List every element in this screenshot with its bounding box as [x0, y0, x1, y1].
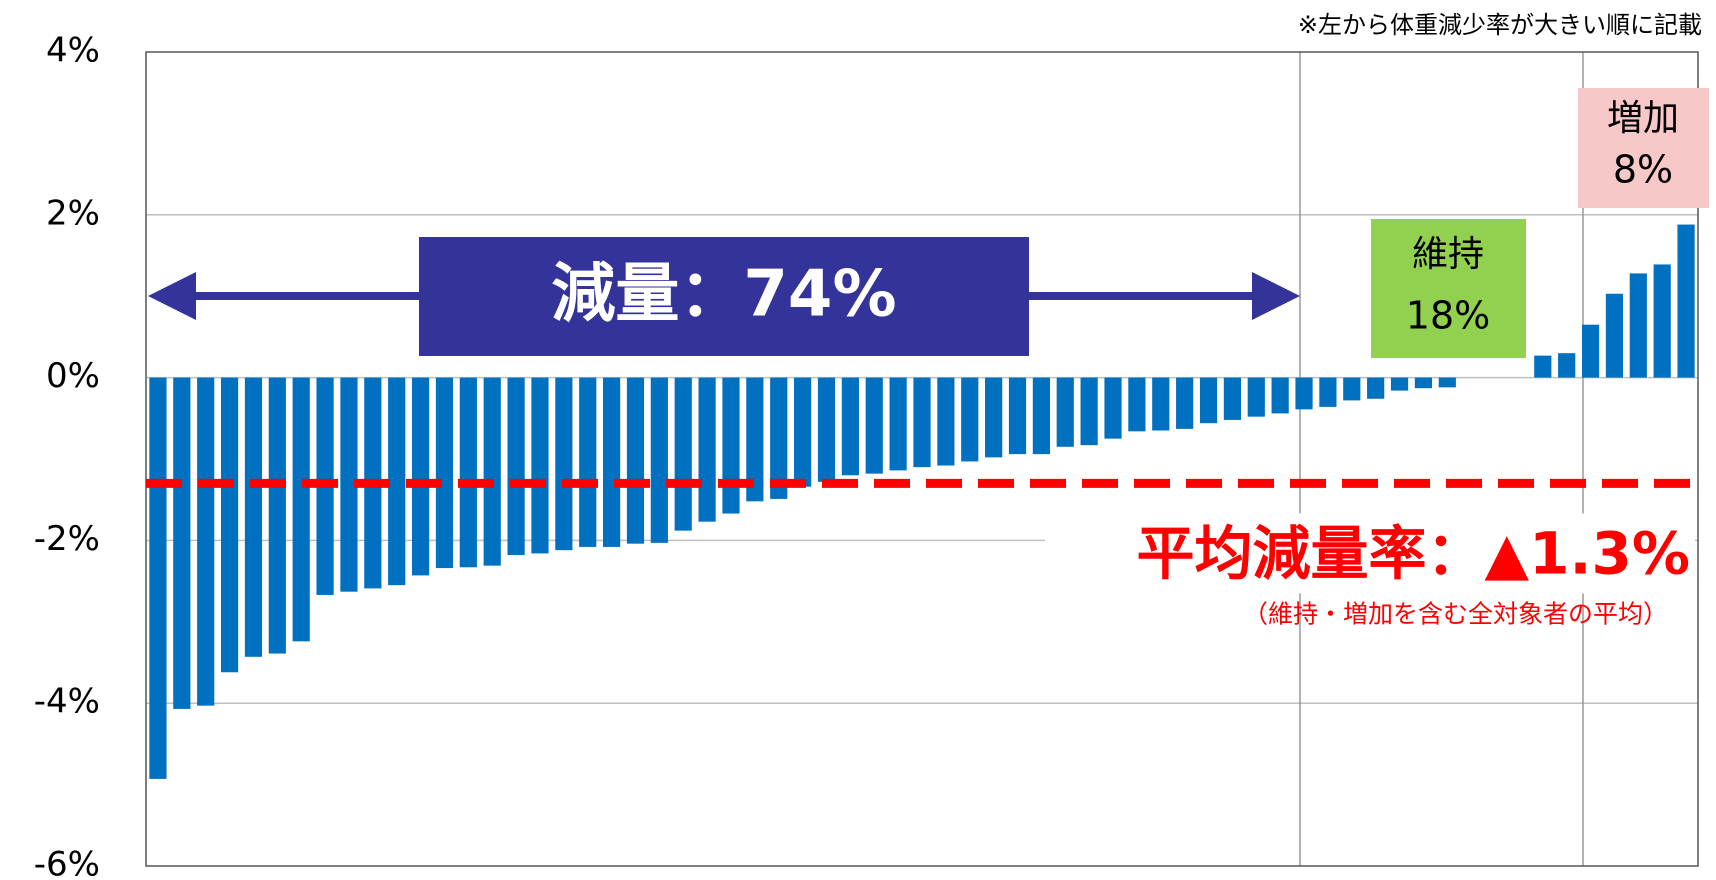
bar — [1104, 377, 1122, 439]
bar — [579, 377, 597, 547]
y-tick-label: -6% — [34, 845, 100, 880]
note: ※左から体重減少率が大きい順に記載 — [1298, 11, 1702, 39]
bar — [435, 377, 454, 569]
group-label: 8% — [1613, 148, 1673, 192]
bar — [340, 377, 358, 592]
bar — [841, 377, 859, 476]
bar — [1032, 377, 1050, 455]
bar — [411, 377, 430, 576]
bar — [1343, 377, 1361, 401]
bar — [1319, 377, 1337, 407]
bar — [913, 377, 931, 468]
bar — [268, 377, 286, 654]
bar — [650, 377, 668, 543]
bar — [937, 377, 955, 466]
bar — [388, 377, 406, 586]
y-tick-label: -4% — [34, 682, 100, 722]
bar — [603, 377, 621, 547]
bar — [1677, 224, 1695, 378]
bar — [1223, 377, 1241, 420]
bar — [1128, 377, 1146, 432]
label-bg — [1045, 513, 1695, 594]
bar — [1295, 377, 1313, 410]
bar — [507, 377, 525, 556]
group-label: 維持 — [1412, 234, 1484, 275]
bar — [1199, 377, 1218, 424]
group-box — [1578, 88, 1709, 208]
bar — [770, 377, 788, 499]
bar — [985, 377, 1003, 458]
bar — [1008, 377, 1027, 455]
bar — [1247, 377, 1265, 417]
bar — [149, 377, 167, 779]
bar — [1152, 377, 1170, 431]
y-tick-label: 0% — [46, 356, 100, 396]
average-note: （維持・増加を含む全対象者の平均） — [1243, 599, 1668, 628]
bar — [1605, 293, 1624, 378]
group-label: 減量：74% — [551, 258, 896, 332]
bar — [1558, 353, 1576, 378]
bar — [817, 377, 836, 482]
bar — [555, 377, 573, 551]
bar — [483, 377, 501, 566]
bar — [1629, 273, 1647, 378]
bar — [1367, 377, 1385, 399]
bar — [1438, 377, 1456, 388]
bar — [674, 377, 692, 531]
y-tick-label: 2% — [46, 193, 100, 233]
group-label: 増加 — [1607, 98, 1679, 139]
bar — [746, 377, 764, 502]
bar — [292, 377, 310, 642]
group-box — [419, 237, 1029, 356]
bar — [244, 377, 263, 657]
group-box — [1371, 219, 1526, 358]
y-tick-label: -2% — [34, 519, 100, 559]
bar — [1390, 377, 1409, 391]
bar — [1056, 377, 1074, 447]
bar — [1581, 324, 1600, 378]
bar — [1534, 355, 1552, 378]
bar — [173, 377, 191, 709]
plot-frame — [145, 51, 1699, 867]
average-label: 平均減量率：▲1.3% — [1137, 520, 1690, 588]
y-tick-label: 4% — [46, 31, 100, 71]
bar — [626, 377, 645, 544]
bar — [1653, 264, 1671, 378]
bar — [1080, 377, 1098, 446]
arrow-head — [148, 272, 196, 320]
bar — [889, 377, 907, 471]
bar — [459, 377, 477, 568]
bar — [722, 377, 740, 514]
bar — [1271, 377, 1289, 414]
bar — [961, 377, 979, 462]
bar — [197, 377, 215, 706]
bar — [1414, 377, 1433, 389]
bar — [698, 377, 716, 522]
arrow-head — [1252, 272, 1300, 320]
bar — [220, 377, 239, 673]
bar — [794, 377, 812, 487]
bar — [1176, 377, 1194, 429]
bar — [865, 377, 883, 474]
group-label: 18% — [1406, 294, 1490, 338]
bar — [531, 377, 549, 554]
